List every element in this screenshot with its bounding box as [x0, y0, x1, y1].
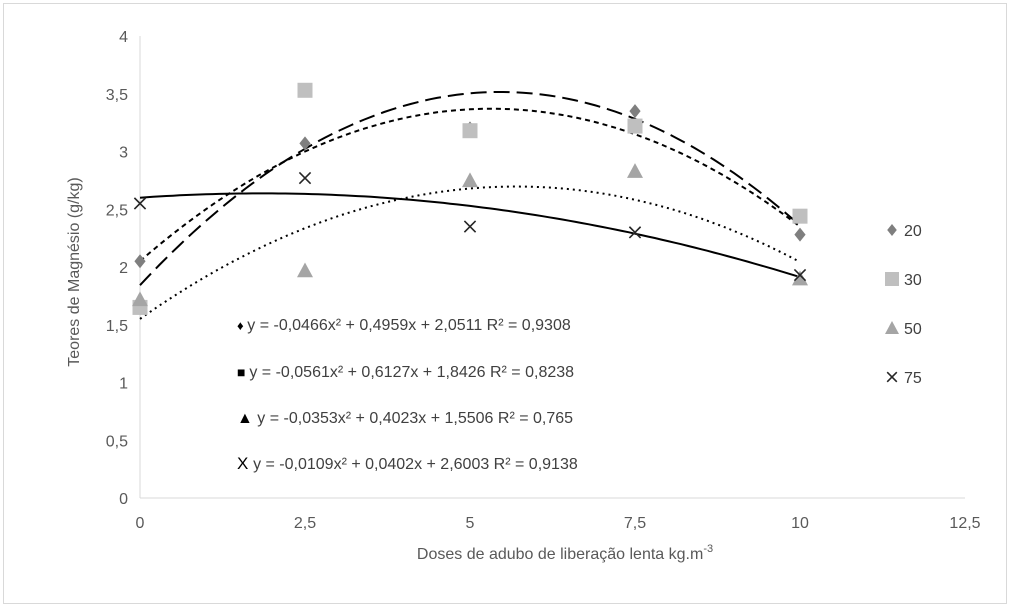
equation-text: y = -0,0109x² + 0,0402x + 2,6003 R² = 0,… — [253, 456, 578, 473]
point-75 — [793, 268, 807, 282]
y-tick-label: 3 — [119, 145, 128, 162]
legend-marker-50 — [885, 321, 899, 334]
point-50 — [297, 262, 313, 278]
equation-75: X y = -0,0109x² + 0,0402x + 2,6003 R² = … — [237, 454, 578, 473]
x-tick-label: 0 — [136, 515, 145, 532]
point-20 — [299, 136, 311, 151]
point-50 — [462, 172, 478, 188]
x-axis-title-main: Doses de adubo de liberação lenta kg.m — [417, 546, 703, 563]
equation-marker: ■ — [237, 364, 249, 380]
point-50 — [792, 270, 808, 286]
point-20 — [134, 254, 146, 269]
trendlines — [139, 91, 801, 320]
trendline-50 — [139, 185, 801, 320]
point-75 — [463, 220, 477, 233]
axes: 0 2,5 5 7,5 10 12,5 0 0,5 1 1,5 2 2,5 3 3,5 4 — [106, 29, 981, 532]
point-30 — [462, 123, 478, 139]
trendline-30 — [139, 91, 801, 286]
point-20 — [794, 227, 806, 242]
y-tick-label: 1 — [119, 376, 128, 393]
point-75 — [133, 197, 147, 210]
x-tick-label: 5 — [466, 515, 475, 532]
legend: 20 30 50 75 — [885, 223, 922, 387]
x-tick-label: 2,5 — [294, 515, 316, 532]
legend-label-50: 50 — [904, 321, 922, 338]
x-axis-title: Doses de adubo de liberação lenta kg.m-3 — [417, 543, 713, 563]
equation-20: ♦ y = -0,0466x² + 0,4959x + 2,0511 R² = … — [237, 317, 571, 334]
x-tick-label: 7,5 — [624, 515, 646, 532]
data-points — [132, 82, 808, 315]
point-20 — [629, 104, 641, 119]
equation-text: y = -0,0353x² + 0,4023x + 1,5506 R² = 0,… — [257, 410, 573, 427]
equation-marker: ♦ — [237, 318, 247, 333]
y-tick-label: 0,5 — [106, 433, 128, 450]
y-tick-label: 2 — [119, 260, 128, 277]
point-50 — [132, 291, 148, 307]
point-75 — [298, 171, 312, 185]
point-30 — [297, 82, 313, 98]
equation-50: ▲ y = -0,0353x² + 0,4023x + 1,5506 R² = … — [237, 410, 573, 427]
equation-marker: ▲ — [237, 410, 257, 427]
legend-label-75: 75 — [904, 370, 922, 387]
trendline-75 — [139, 192, 801, 279]
x-axis-title-superscript: -3 — [703, 543, 713, 555]
equation-30: ■ y = -0,0561x² + 0,6127x + 1,8426 R² = … — [237, 364, 574, 381]
y-tick-label: 1,5 — [106, 318, 128, 335]
y-tick-label: 3,5 — [106, 87, 128, 104]
chart-frame — [3, 3, 1007, 604]
point-30 — [792, 208, 808, 224]
point-50 — [627, 163, 643, 178]
x-tick-label: 12,5 — [949, 515, 980, 532]
y-tick-label: 4 — [119, 29, 128, 46]
y-axis-title: Teores de Magnésio (g/kg) — [66, 177, 83, 366]
equations: ♦ y = -0,0466x² + 0,4959x + 2,0511 R² = … — [237, 317, 578, 473]
trendline-20 — [139, 107, 801, 262]
equation-marker: X — [237, 454, 253, 473]
axis-titles: Teores de Magnésio (g/kg) Doses de adubo… — [66, 177, 713, 563]
legend-marker-30 — [885, 272, 899, 286]
equation-text: y = -0,0561x² + 0,6127x + 1,8426 R² = 0,… — [249, 364, 574, 381]
point-75 — [628, 226, 642, 239]
point-30 — [627, 118, 643, 134]
legend-marker-75 — [886, 371, 898, 383]
legend-label-20: 20 — [904, 223, 922, 240]
legend-label-30: 30 — [904, 272, 922, 289]
y-tick-label: 2,5 — [106, 202, 128, 219]
equation-text: y = -0,0466x² + 0,4959x + 2,0511 R² = 0,… — [247, 317, 571, 334]
legend-marker-20 — [887, 224, 897, 236]
y-tick-label: 0 — [119, 491, 128, 508]
x-tick-label: 10 — [791, 515, 809, 532]
